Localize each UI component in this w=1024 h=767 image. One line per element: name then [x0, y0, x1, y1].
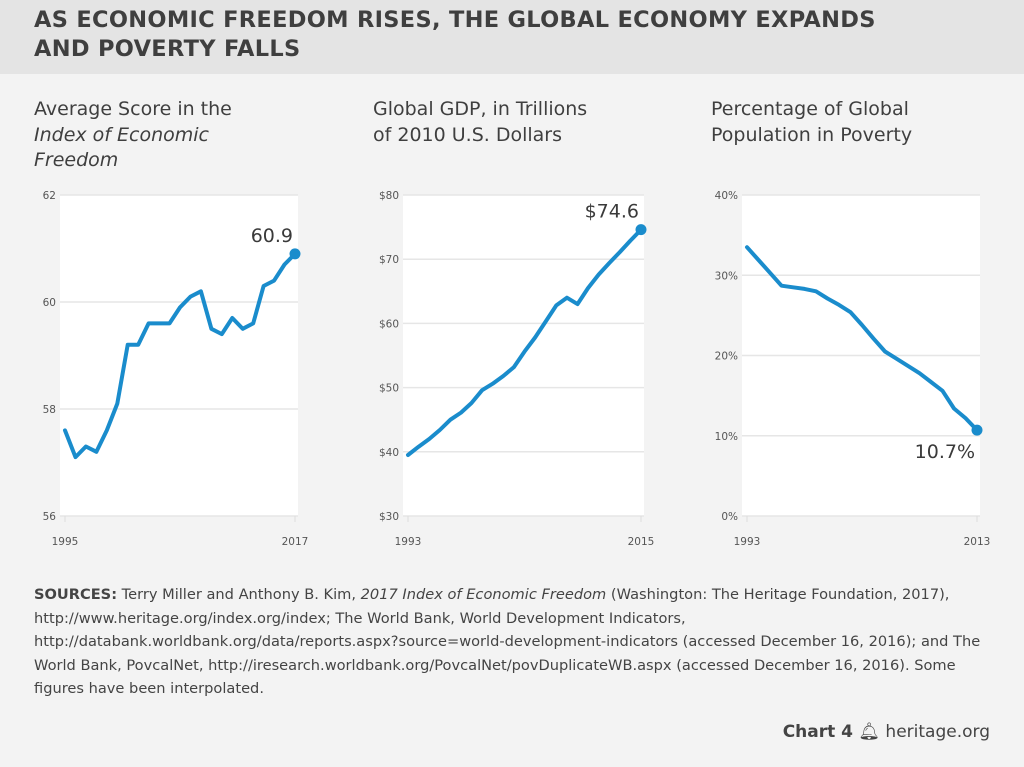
end-value-label: $74.6 — [585, 201, 639, 223]
title-line-2: AND POVERTY FALLS — [34, 36, 301, 62]
chart-title: AS ECONOMIC FREEDOM RISES, THE GLOBAL EC… — [34, 6, 876, 64]
plot-area — [60, 195, 298, 516]
y-tick-label: 62 — [43, 190, 56, 202]
chart-panel-1: $30 $40 $50 $60 $70 $80 1993 2015 $74.6 — [379, 190, 654, 548]
y-tick-label: 60 — [43, 297, 56, 309]
series-line — [745, 245, 979, 433]
end-point — [635, 224, 647, 236]
x-tick-label: 2015 — [628, 536, 655, 548]
y-tick-label: 10% — [715, 431, 738, 443]
y-tick-label: $80 — [379, 190, 399, 202]
y-tick-label: 0% — [721, 511, 738, 523]
x-tick-label: 1995 — [52, 536, 79, 548]
x-tick-label: 2017 — [282, 536, 309, 548]
end-point — [289, 248, 301, 260]
y-tick-label: $30 — [379, 511, 399, 523]
y-tick-label: 58 — [43, 404, 56, 416]
y-tick-label: 40% — [715, 190, 738, 202]
panel-title-gdp: Global GDP, in Trillions of 2010 U.S. Dol… — [373, 98, 588, 146]
panel-title-freedom: Average Score in the Index of Economic Fre… — [34, 98, 232, 171]
chart-panel-2: 0% 10% 20% 30% 40% 1993 2013 10.7% — [715, 190, 991, 548]
footer-credit: Chart 4 🔔︎ heritage.org — [782, 722, 990, 742]
title-line-1: AS ECONOMIC FREEDOM RISES, THE GLOBAL EC… — [34, 7, 876, 33]
y-tick-label: $60 — [379, 318, 399, 330]
panel-title-poverty: Percentage of Global Population in Povert… — [711, 98, 913, 146]
y-tick-label: $50 — [379, 383, 399, 395]
y-tick-label: 56 — [43, 511, 57, 523]
sources-note: SOURCES: Terry Miller and Anthony B. Kim… — [34, 586, 981, 697]
chart-panel-0: 56 58 60 62 1995 2017 60.9 — [43, 190, 309, 548]
y-tick-label: 20% — [715, 351, 738, 363]
series-line — [406, 227, 643, 457]
header-band — [0, 0, 1024, 74]
end-point — [971, 424, 983, 436]
y-tick-label: $40 — [379, 447, 399, 459]
x-tick-label: 1993 — [734, 536, 761, 548]
y-tick-label: 30% — [715, 270, 738, 282]
x-tick-label: 1993 — [395, 536, 422, 548]
liberty-bell-icon: 🔔︎ — [858, 722, 881, 742]
series-line — [63, 251, 297, 460]
y-tick-label: $70 — [379, 254, 399, 266]
end-value-label: 60.9 — [251, 225, 293, 247]
x-tick-label: 2013 — [964, 536, 991, 548]
site-link[interactable]: heritage.org — [885, 722, 990, 742]
end-value-label: 10.7% — [915, 441, 975, 463]
